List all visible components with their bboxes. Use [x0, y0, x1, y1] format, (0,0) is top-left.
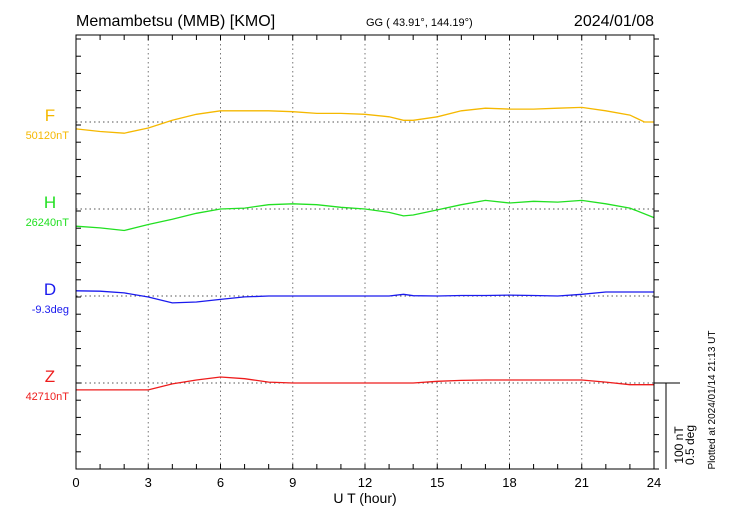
x-tick-label: 3	[145, 475, 152, 490]
plot-frame	[75, 34, 655, 470]
plotted-timestamp: Plotted at 2024/01/14 21:13 UT	[707, 331, 718, 470]
x-tick-label: 18	[502, 475, 516, 490]
series-group: F 50120nT H 26240nT D -9.3deg Z 42710nT	[26, 106, 655, 403]
date: 2024/01/08	[574, 13, 654, 30]
x-tick-label: 6	[217, 475, 224, 490]
x-tick-label: 9	[289, 475, 296, 490]
component-label-H: H	[44, 193, 56, 212]
x-tick-labels: 0 3 6 9 12 15 18 21 24	[72, 475, 661, 490]
series-line-F	[75, 106, 654, 134]
baseline-value-D: -9.3deg	[32, 304, 69, 316]
station-title: Memambetsu (MMB) [KMO]	[76, 13, 275, 30]
x-tick-label: 0	[72, 475, 79, 490]
x-tick-label: 24	[647, 475, 661, 490]
series-line-D	[75, 290, 654, 304]
baseline-value-Z: 42710nT	[26, 391, 70, 403]
scale-bar-deg: 0.5 deg	[683, 425, 697, 465]
coordinates: GG ( 43.91°, 144.19°)	[366, 17, 473, 29]
series-line-Z	[76, 376, 654, 391]
scale-bar: 100 nT 0.5 deg	[654, 382, 697, 469]
component-label-F: F	[45, 106, 55, 125]
baseline-value-F: 50120nT	[26, 130, 70, 142]
scale-bar-nt: 100 nT	[672, 426, 686, 464]
component-label-D: D	[44, 280, 56, 299]
series-line-H	[75, 199, 655, 232]
grid	[76, 35, 654, 469]
x-tick-label: 12	[358, 475, 372, 490]
axis-ticks	[75, 35, 659, 470]
x-tick-label: 15	[430, 475, 444, 490]
x-tick-label: 21	[575, 475, 589, 490]
component-label-Z: Z	[45, 367, 55, 386]
baseline-value-H: 26240nT	[26, 217, 70, 229]
x-axis-label: U T (hour)	[333, 490, 396, 506]
